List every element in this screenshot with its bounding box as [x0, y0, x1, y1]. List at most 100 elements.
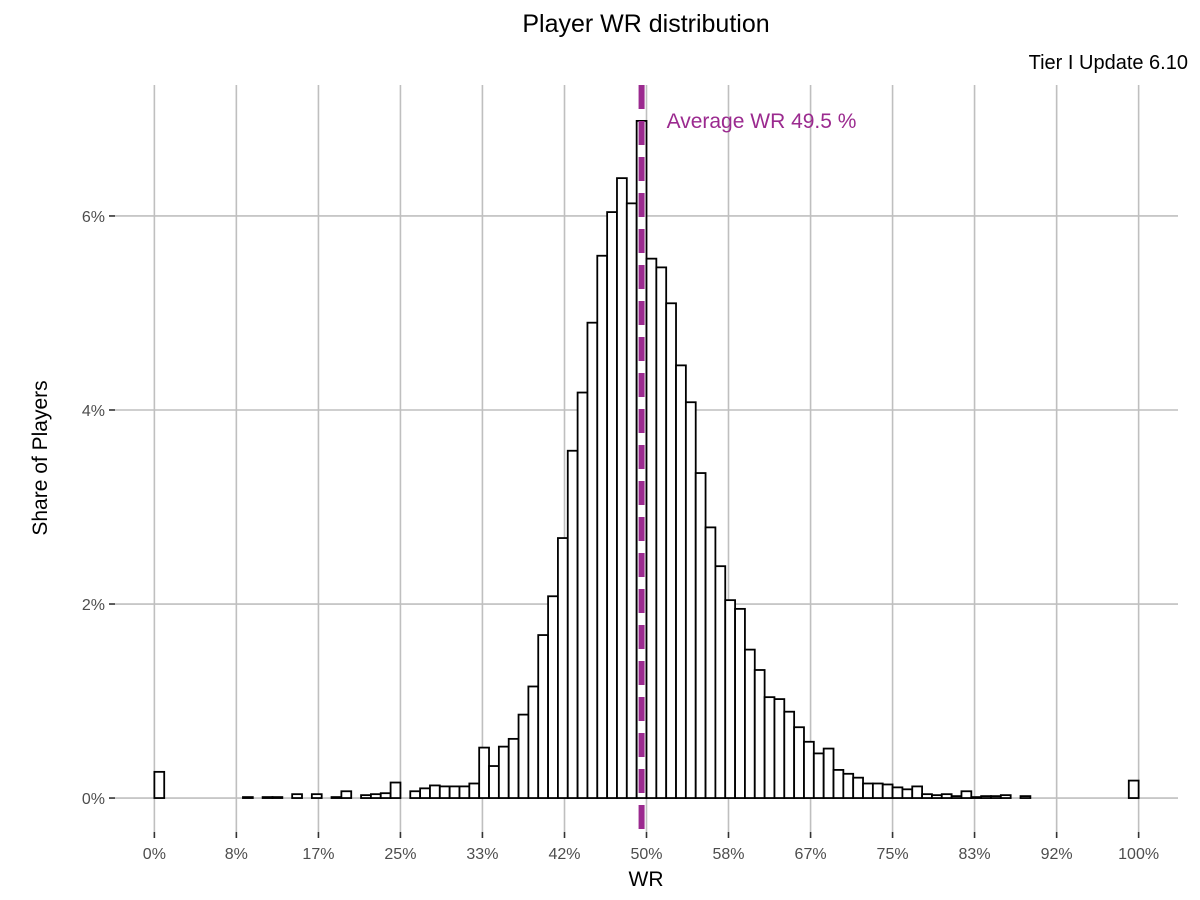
- histogram-bar: [970, 796, 983, 799]
- histogram-bar: [488, 765, 500, 799]
- mean-annotation: Average WR 49.5 %: [667, 110, 857, 133]
- histogram-bar: [497, 745, 510, 799]
- x-tick-label: 8%: [225, 846, 248, 863]
- histogram-bar: [901, 788, 914, 799]
- histogram-bar: [478, 746, 490, 799]
- histogram-bar: [931, 794, 943, 799]
- y-tick-label: 4%: [82, 403, 105, 420]
- histogram-bar: [379, 792, 392, 799]
- histogram-bar: [999, 794, 1012, 799]
- histogram-bar: [527, 685, 540, 799]
- histogram-bar: [704, 526, 717, 799]
- histogram-bar: [153, 770, 166, 799]
- histogram-bar: [291, 793, 303, 799]
- histogram-bar: [783, 710, 796, 799]
- histogram-bar: [694, 472, 707, 799]
- histogram-bar: [714, 565, 727, 799]
- histogram-bar: [261, 796, 274, 799]
- y-axis-ticks: 0% 2% 4% 6%: [82, 209, 115, 808]
- histogram-bar: [468, 782, 481, 799]
- histogram-bar: [980, 795, 992, 799]
- histogram-bar: [419, 787, 431, 799]
- x-tick-label: 75%: [877, 846, 909, 863]
- histogram-bar: [675, 364, 687, 799]
- histogram-bar: [566, 449, 579, 799]
- histogram-bar: [921, 793, 933, 799]
- histogram-bar: [881, 783, 894, 799]
- x-tick-label: 25%: [384, 846, 416, 863]
- histogram-bar: [950, 795, 963, 799]
- histogram-bar: [310, 793, 323, 799]
- histogram-bar: [773, 698, 786, 799]
- histogram-bar: [852, 776, 864, 799]
- histogram-bar: [960, 790, 973, 799]
- x-tick-label: 83%: [959, 846, 991, 863]
- histogram-bar: [547, 595, 559, 799]
- histogram-bar: [616, 177, 628, 799]
- histogram-bar: [655, 266, 668, 799]
- histogram-bars: [153, 119, 1140, 799]
- histogram-bar: [793, 726, 805, 799]
- mean-marker: Average WR 49.5 %: [638, 85, 857, 832]
- y-tick-label: 0%: [82, 791, 105, 808]
- histogram-bar: [438, 785, 451, 799]
- histogram-bar: [842, 772, 855, 799]
- histogram-bar: [665, 302, 677, 799]
- x-tick-label: 100%: [1118, 846, 1159, 863]
- histogram-bar: [330, 796, 343, 799]
- histogram-bar: [242, 796, 254, 799]
- histogram-bar: [744, 648, 756, 799]
- x-tick-label: 50%: [630, 846, 662, 863]
- histogram-bar: [891, 786, 904, 799]
- histogram-bar: [940, 793, 953, 799]
- histogram-bar: [684, 401, 697, 799]
- histogram-bar: [517, 713, 530, 799]
- histogram-bar: [645, 257, 658, 799]
- histogram-bar: [734, 607, 746, 799]
- histogram-bar: [448, 785, 461, 799]
- x-tick-label: 42%: [548, 846, 580, 863]
- histogram-bar: [458, 785, 471, 799]
- histogram-bar: [596, 254, 609, 799]
- histogram-bar: [862, 782, 874, 799]
- histogram-bar: [576, 391, 589, 799]
- x-tick-label: 67%: [795, 846, 827, 863]
- histogram-bar: [557, 537, 569, 799]
- histogram-bar: [1019, 795, 1032, 799]
- histogram-bar: [507, 737, 520, 799]
- histogram-bar: [990, 795, 1002, 799]
- chart-title: Player WR distribution: [522, 10, 769, 38]
- histogram-bar: [409, 790, 422, 799]
- y-axis-label: Share of Players: [29, 380, 52, 535]
- histogram-bar: [360, 794, 372, 799]
- histogram-bar: [340, 790, 353, 799]
- x-tick-label: 92%: [1041, 846, 1073, 863]
- histogram-bar: [370, 793, 382, 799]
- x-tick-label: 58%: [712, 846, 744, 863]
- histogram-bar: [803, 740, 815, 799]
- histogram-bar: [606, 211, 618, 799]
- histogram-bar: [911, 785, 923, 799]
- histogram-bar: [753, 669, 766, 799]
- x-tick-label: 33%: [466, 846, 498, 863]
- histogram-bar: [1127, 779, 1140, 799]
- chart-subtitle: Tier I Update 6.10: [1029, 52, 1188, 74]
- histogram-bar: [586, 321, 599, 799]
- y-tick-label: 2%: [82, 597, 105, 614]
- y-tick-label: 6%: [82, 209, 105, 226]
- histogram-bar: [271, 796, 284, 799]
- histogram-bar: [537, 634, 549, 799]
- histogram-bar: [871, 782, 884, 799]
- histogram-bar: [822, 747, 835, 799]
- x-axis-ticks: 0% 8% 17% 25% 33% 42% 50% 58% 67% 75% 83% 92% 100%: [143, 832, 1159, 863]
- histogram-bar: [429, 784, 441, 799]
- histogram-bar: [812, 752, 825, 799]
- x-tick-label: 17%: [302, 846, 334, 863]
- histogram-bar: [724, 599, 736, 799]
- x-axis-label: WR: [629, 868, 664, 891]
- histogram-bar: [832, 769, 845, 799]
- histogram-bar: [389, 781, 402, 799]
- histogram-bar: [625, 202, 638, 799]
- histogram-bar: [763, 696, 776, 799]
